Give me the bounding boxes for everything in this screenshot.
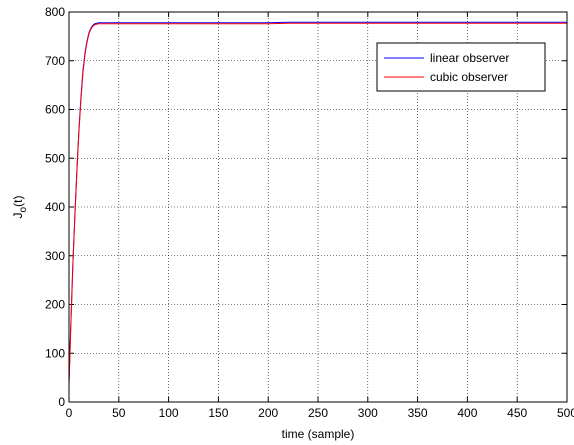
y-axis-label-base: J	[11, 212, 25, 218]
legend-box	[376, 42, 546, 92]
series-layer	[68, 21, 567, 385]
y-axis-label-suffix: (t)	[11, 196, 25, 207]
y-tick-label: 400	[45, 200, 65, 214]
series-line-cubic-observer	[68, 22, 567, 385]
x-tick-label: 400	[457, 406, 477, 420]
y-tick-label: 300	[45, 249, 65, 263]
x-tick-label: 150	[208, 406, 228, 420]
legend-label-cubic: cubic observer	[430, 70, 508, 84]
svg-text:Jo(t): Jo(t)	[11, 196, 29, 219]
plot-frame	[68, 11, 568, 403]
x-tick-label: 0	[66, 406, 73, 420]
y-tick-label: 0	[58, 395, 65, 409]
y-axis-label: Jo(t)	[11, 196, 29, 219]
y-tick-label: 600	[45, 103, 65, 117]
y-tick-label: 200	[45, 298, 65, 312]
y-axis-label-sub: o	[18, 206, 29, 212]
x-tick-label: 250	[308, 406, 328, 420]
tick-labels: 0 50 100 150 200 250 300 350 400 450 500 0 100 200 300…	[45, 5, 574, 420]
legend: linear observer cubic observer	[376, 42, 546, 92]
y-tick-label: 800	[45, 5, 65, 19]
x-tick-label: 50	[112, 406, 126, 420]
x-tick-label: 300	[358, 406, 378, 420]
x-tick-label: 450	[507, 406, 527, 420]
legend-label-linear: linear observer	[430, 51, 509, 65]
y-tick-label: 100	[45, 346, 65, 360]
x-axis-label: time (sample)	[282, 427, 355, 441]
y-tick-label: 700	[45, 54, 65, 68]
x-tick-label: 100	[159, 406, 179, 420]
grid	[69, 12, 567, 402]
x-tick-label: 350	[408, 406, 428, 420]
x-tick-label: 500	[557, 406, 574, 420]
y-tick-label: 500	[45, 151, 65, 165]
x-tick-label: 200	[258, 406, 278, 420]
